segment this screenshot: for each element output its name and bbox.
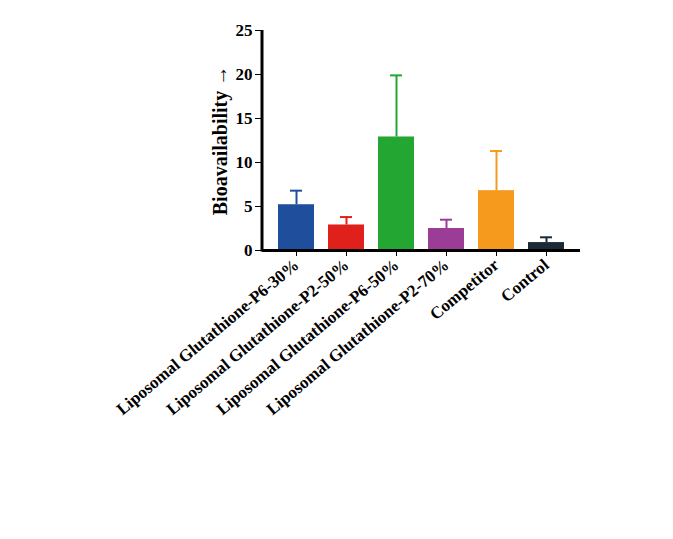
- svg-text:Liposomal Glutathione-P2-50%: Liposomal Glutathione-P2-50%: [163, 255, 353, 419]
- svg-text:Bioavailability →: Bioavailability →: [209, 66, 232, 215]
- svg-text:20: 20: [236, 65, 253, 84]
- svg-text:25: 25: [236, 21, 253, 40]
- svg-text:Control: Control: [497, 255, 553, 306]
- svg-text:10: 10: [236, 153, 253, 172]
- svg-text:Liposomal Glutathione-P2-70%: Liposomal Glutathione-P2-70%: [263, 255, 453, 419]
- svg-text:Liposomal Glutathione-P6-50%: Liposomal Glutathione-P6-50%: [213, 255, 403, 419]
- svg-text:5: 5: [244, 197, 253, 216]
- svg-text:0: 0: [244, 241, 253, 260]
- svg-text:Competitor: Competitor: [426, 255, 503, 324]
- svg-text:15: 15: [236, 109, 253, 128]
- svg-text:Liposomal Glutathione-P6-30%: Liposomal Glutathione-P6-30%: [112, 255, 303, 419]
